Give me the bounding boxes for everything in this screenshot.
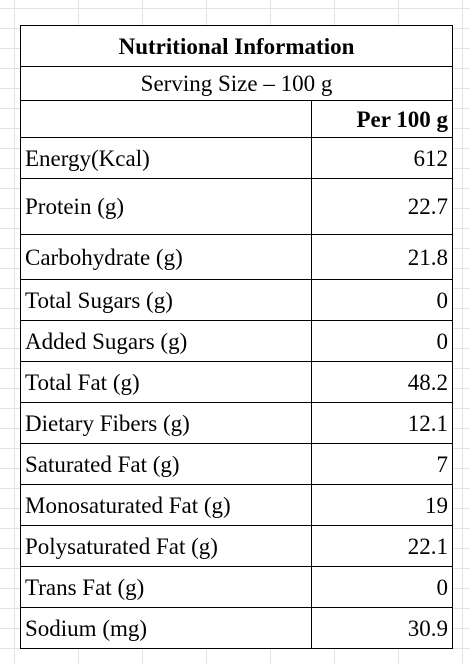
- column-header-per-100g[interactable]: Per 100 g: [311, 100, 453, 138]
- row-value[interactable]: 48.2: [311, 361, 453, 403]
- table-row: Polysaturated Fat (g) 22.1: [20, 525, 453, 567]
- row-label[interactable]: Carbohydrate (g): [20, 234, 312, 280]
- row-label[interactable]: Polysaturated Fat (g): [20, 525, 312, 567]
- table-row: Protein (g) 22.7: [20, 178, 453, 235]
- row-value[interactable]: 22.7: [311, 178, 453, 235]
- table-row: Total Sugars (g) 0: [20, 279, 453, 321]
- row-label[interactable]: Energy(Kcal): [20, 137, 312, 179]
- table-row: Dietary Fibers (g) 12.1: [20, 402, 453, 444]
- table-row: Total Fat (g) 48.2: [20, 361, 453, 403]
- table-row: Sodium (mg) 30.9: [20, 607, 453, 649]
- row-value[interactable]: 0: [311, 566, 453, 608]
- table-title[interactable]: Nutritional Information: [20, 25, 453, 67]
- nutrition-table: Nutritional Information Serving Size – 1…: [20, 25, 453, 649]
- row-label[interactable]: Sodium (mg): [20, 607, 312, 649]
- row-label[interactable]: Added Sugars (g): [20, 320, 312, 362]
- row-value[interactable]: 0: [311, 320, 453, 362]
- empty-header-cell[interactable]: [20, 100, 312, 138]
- row-label[interactable]: Trans Fat (g): [20, 566, 312, 608]
- row-label[interactable]: Total Fat (g): [20, 361, 312, 403]
- table-row: Monosaturated Fat (g) 19: [20, 484, 453, 526]
- table-row: Trans Fat (g) 0: [20, 566, 453, 608]
- row-label[interactable]: Dietary Fibers (g): [20, 402, 312, 444]
- row-value[interactable]: 0: [311, 279, 453, 321]
- row-value[interactable]: 22.1: [311, 525, 453, 567]
- row-value[interactable]: 19: [311, 484, 453, 526]
- table-row: Energy(Kcal) 612: [20, 137, 453, 179]
- serving-size[interactable]: Serving Size – 100 g: [20, 66, 453, 101]
- table-row: Saturated Fat (g) 7: [20, 443, 453, 485]
- row-label[interactable]: Total Sugars (g): [20, 279, 312, 321]
- row-value[interactable]: 612: [311, 137, 453, 179]
- row-label[interactable]: Protein (g): [20, 178, 312, 235]
- row-value[interactable]: 30.9: [311, 607, 453, 649]
- row-label[interactable]: Monosaturated Fat (g): [20, 484, 312, 526]
- table-row: Carbohydrate (g) 21.8: [20, 234, 453, 280]
- row-value[interactable]: 12.1: [311, 402, 453, 444]
- row-value[interactable]: 21.8: [311, 234, 453, 280]
- table-row: Added Sugars (g) 0: [20, 320, 453, 362]
- row-value[interactable]: 7: [311, 443, 453, 485]
- row-label[interactable]: Saturated Fat (g): [20, 443, 312, 485]
